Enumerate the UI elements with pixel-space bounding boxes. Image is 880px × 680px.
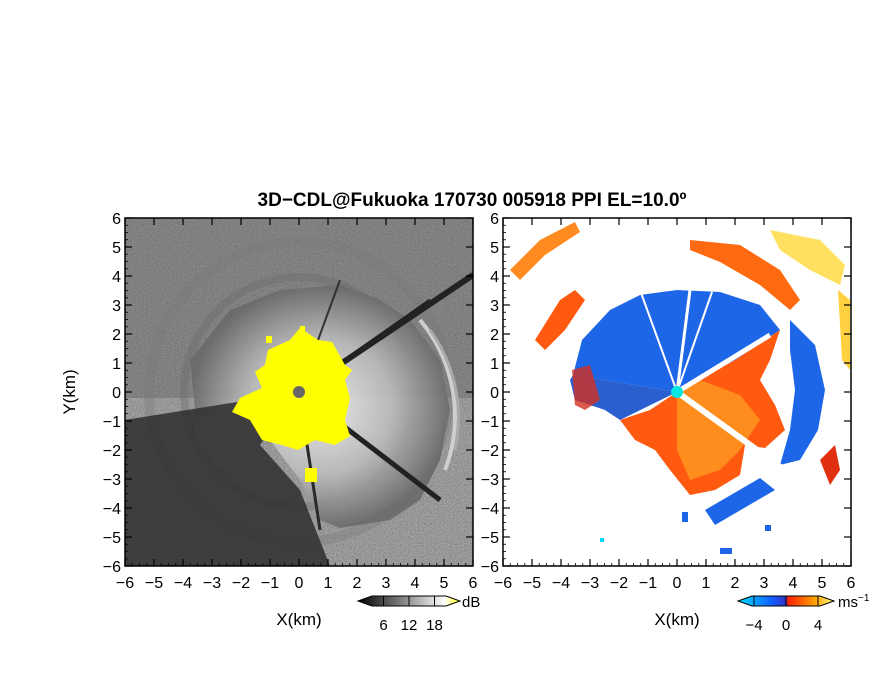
x-tick-label: −3 xyxy=(581,575,599,592)
y-tick-label: 3 xyxy=(490,298,499,315)
colorbar-tick-label: 6 xyxy=(379,617,387,634)
y-tick-label: −3 xyxy=(481,472,499,489)
colorbar-tick-label: 0 xyxy=(782,617,790,634)
colorbar-tick-label: 4 xyxy=(814,617,822,634)
y-tick-label: 0 xyxy=(490,385,499,402)
y-tick-label: −3 xyxy=(103,472,121,489)
y-tick-label: −6 xyxy=(103,559,121,576)
y-tick-label: −1 xyxy=(481,414,499,431)
x-tick-label: −2 xyxy=(232,575,250,592)
chart-title: 3D−CDL@Fukuoka 170730 005918 PPI EL=10.0… xyxy=(258,190,687,211)
x-tick-label: 2 xyxy=(353,575,362,592)
y-tick-label: 5 xyxy=(490,240,499,257)
reflectivity-image xyxy=(125,218,473,566)
y-tick-label: −4 xyxy=(103,501,121,518)
x-tick-label: 3 xyxy=(382,575,391,592)
y-tick-label: 4 xyxy=(112,269,121,286)
x-tick-label: 6 xyxy=(469,575,478,592)
x-tick-label: −1 xyxy=(639,575,657,592)
reflectivity-colorbar-unit: dB xyxy=(462,594,480,611)
x-tick-label: 1 xyxy=(702,575,711,592)
reflectivity-xlabel: X(km) xyxy=(276,610,321,629)
x-tick-label: 5 xyxy=(818,575,827,592)
colorbar-tick-label: 12 xyxy=(401,617,418,634)
y-tick-label: −6 xyxy=(481,559,499,576)
x-tick-label: −3 xyxy=(203,575,221,592)
y-tick-label: 4 xyxy=(490,269,499,286)
reflectivity-colorbar: 6 12 18 dB xyxy=(356,594,480,634)
y-tick-label: −5 xyxy=(481,530,499,547)
y-tick-label: 2 xyxy=(112,327,121,344)
x-tick-label: 3 xyxy=(760,575,769,592)
y-tick-label: 2 xyxy=(490,327,499,344)
y-tick-label: 6 xyxy=(490,211,499,228)
x-tick-label: 6 xyxy=(847,575,856,592)
x-tick-label: 2 xyxy=(731,575,740,592)
y-tick-label: −2 xyxy=(481,443,499,460)
y-tick-label: 1 xyxy=(112,356,121,373)
y-tick-label: −1 xyxy=(103,414,121,431)
velocity-xlabel: X(km) xyxy=(654,610,699,629)
velocity-colorbar: −4 0 4 ms−1 xyxy=(736,593,870,634)
velocity-colorbar-unit-exponent: −1 xyxy=(858,593,870,604)
velocity-colorbar-unit-base: ms xyxy=(838,594,858,611)
x-tick-label: 0 xyxy=(295,575,304,592)
y-tick-label: −2 xyxy=(103,443,121,460)
velocity-image xyxy=(503,218,851,566)
x-tick-label: 4 xyxy=(789,575,798,592)
y-tick-label: 1 xyxy=(490,356,499,373)
colorbar-tick-label: 18 xyxy=(426,617,443,634)
reflectivity-ylabel: Y(km) xyxy=(60,369,79,414)
x-tick-label: −5 xyxy=(145,575,163,592)
x-tick-label: 5 xyxy=(440,575,449,592)
x-tick-label: −6 xyxy=(494,575,512,592)
x-tick-label: 0 xyxy=(673,575,682,592)
x-tick-label: −5 xyxy=(523,575,541,592)
y-tick-label: 0 xyxy=(112,385,121,402)
x-tick-label: −4 xyxy=(174,575,192,592)
y-tick-label: −4 xyxy=(481,501,499,518)
x-tick-label: 1 xyxy=(324,575,333,592)
x-tick-label: 4 xyxy=(411,575,420,592)
x-tick-label: −4 xyxy=(552,575,570,592)
x-tick-label: −1 xyxy=(261,575,279,592)
y-tick-label: 5 xyxy=(112,240,121,257)
velocity-colorbar-unit: ms−1 xyxy=(838,593,870,611)
x-tick-label: −6 xyxy=(116,575,134,592)
axes: −6 −5 −4 −3 −2 −1 0 1 2 3 4 5 6−6−5−4−3−2−10123456−6… xyxy=(103,211,856,592)
y-tick-label: 6 xyxy=(112,211,121,228)
y-tick-label: −5 xyxy=(103,530,121,547)
y-tick-label: 3 xyxy=(112,298,121,315)
x-tick-label: −2 xyxy=(610,575,628,592)
colorbar-tick-label: −4 xyxy=(745,617,762,634)
